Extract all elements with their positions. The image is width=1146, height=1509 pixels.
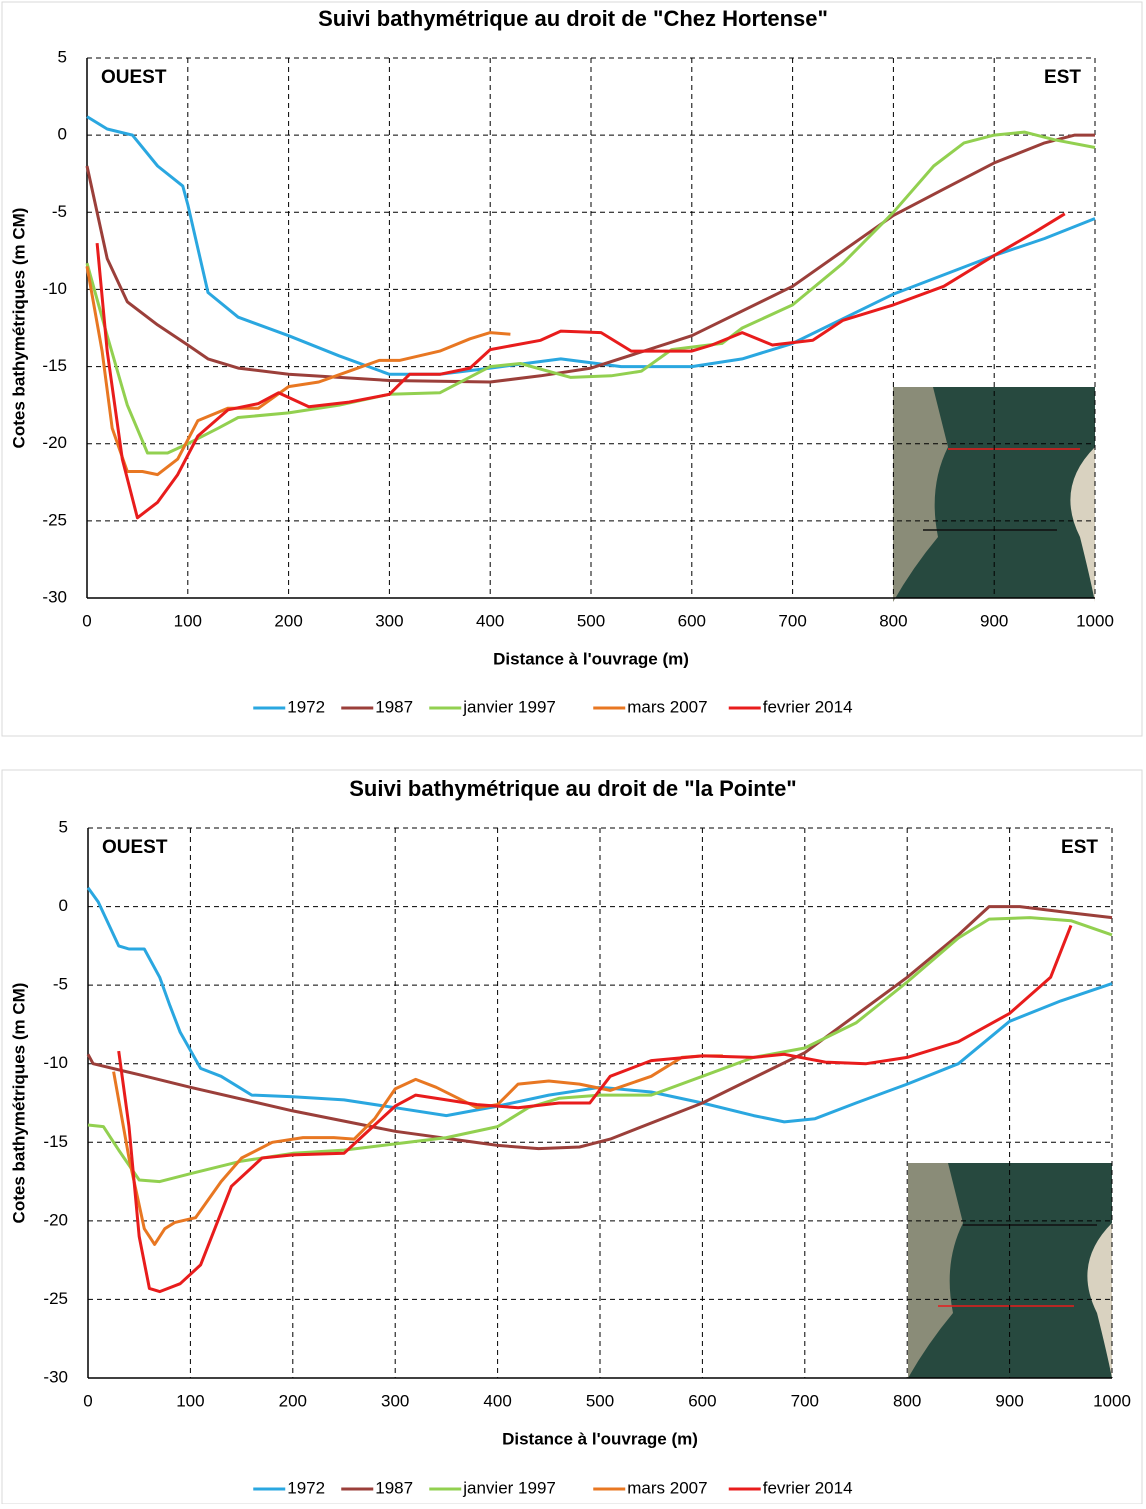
x-tick-label: 1000 <box>1093 1391 1131 1410</box>
y-tick-label: -20 <box>42 433 67 452</box>
series-line <box>85 130 1096 455</box>
y-tick-label: -25 <box>42 510 67 529</box>
x-tick-label: 900 <box>980 611 1008 630</box>
x-tick-label: 400 <box>476 611 504 630</box>
legend-label: janvier 1997 <box>462 1478 556 1497</box>
y-tick-label: 5 <box>58 47 67 66</box>
inset-land <box>893 387 948 602</box>
x-tick-label: 700 <box>791 1391 819 1410</box>
inset-sand <box>1070 447 1095 602</box>
y-tick-label: -5 <box>52 202 67 221</box>
y-tick-label: 0 <box>59 896 68 915</box>
legend-label: fevrier 2014 <box>763 1478 853 1497</box>
x-tick-label: 0 <box>82 611 91 630</box>
x-tick-label: 200 <box>274 611 302 630</box>
y-tick-label: -5 <box>53 975 68 994</box>
x-tick-label: 300 <box>381 1391 409 1410</box>
y-tick-label: -20 <box>43 1210 68 1229</box>
x-tick-label: 0 <box>83 1391 92 1410</box>
series-line <box>87 916 1113 1184</box>
x-tick-label: 800 <box>879 611 907 630</box>
x-tick-label: 600 <box>688 1391 716 1410</box>
y-tick-label: -30 <box>43 1367 68 1386</box>
inset-sand <box>1087 1223 1112 1378</box>
x-tick-label: 900 <box>995 1391 1023 1410</box>
x-axis-label: Distance à l'ouvrage (m) <box>493 649 689 668</box>
y-tick-label: -15 <box>43 1132 68 1151</box>
annotation: OUEST <box>101 67 167 88</box>
legend-label: 1987 <box>375 1478 413 1497</box>
chart-frame <box>1 1 1143 737</box>
x-tick-label: 800 <box>893 1391 921 1410</box>
x-tick-label: 600 <box>678 611 706 630</box>
chart-title: Suivi bathymétrique au droit de "la Poin… <box>349 776 797 801</box>
x-tick-label: 100 <box>176 1391 204 1410</box>
legend-label: fevrier 2014 <box>763 697 853 716</box>
series-line <box>86 886 1113 1124</box>
y-axis-label: Cotes bathymétriques (m CM) <box>9 208 28 449</box>
x-tick-label: 1000 <box>1076 611 1114 630</box>
y-tick-label: -10 <box>42 279 67 298</box>
x-tick-label: 500 <box>586 1391 614 1410</box>
series-line <box>86 115 1096 376</box>
y-axis-label: Cotes bathymétriques (m CM) <box>9 983 28 1224</box>
y-tick-label: -25 <box>43 1289 68 1308</box>
x-tick-label: 500 <box>577 611 605 630</box>
annotation: EST <box>1044 67 1081 88</box>
y-tick-label: -15 <box>42 356 67 375</box>
annotation: EST <box>1061 837 1098 858</box>
x-tick-label: 700 <box>778 611 806 630</box>
chart: Suivi bathymétrique au droit de "la Poin… <box>1 769 1143 1505</box>
series-line <box>85 266 511 477</box>
series-line <box>95 212 1066 520</box>
legend-label: mars 2007 <box>627 697 707 716</box>
chart-frame <box>1 769 1143 1505</box>
y-tick-label: 5 <box>59 817 68 836</box>
chart: Suivi bathymétrique au droit de "Chez Ho… <box>1 1 1143 737</box>
y-tick-label: -30 <box>42 587 67 606</box>
annotation: OUEST <box>102 837 168 858</box>
inset-land <box>908 1163 963 1378</box>
series-line <box>85 133 1095 384</box>
series-line <box>117 924 1073 1294</box>
x-tick-label: 400 <box>483 1391 511 1410</box>
x-axis-label: Distance à l'ouvrage (m) <box>502 1429 698 1448</box>
y-tick-label: 0 <box>58 125 67 144</box>
chart-title: Suivi bathymétrique au droit de "Chez Ho… <box>318 6 828 31</box>
series-line <box>112 1054 723 1246</box>
x-tick-label: 200 <box>279 1391 307 1410</box>
x-tick-label: 100 <box>174 611 202 630</box>
x-tick-label: 300 <box>375 611 403 630</box>
legend-label: 1972 <box>287 1478 325 1497</box>
legend-label: 1972 <box>287 697 325 716</box>
legend-label: 1987 <box>375 697 413 716</box>
y-tick-label: -10 <box>43 1053 68 1072</box>
legend-label: janvier 1997 <box>462 697 556 716</box>
legend-label: mars 2007 <box>627 1478 707 1497</box>
series-line <box>86 905 1113 1151</box>
